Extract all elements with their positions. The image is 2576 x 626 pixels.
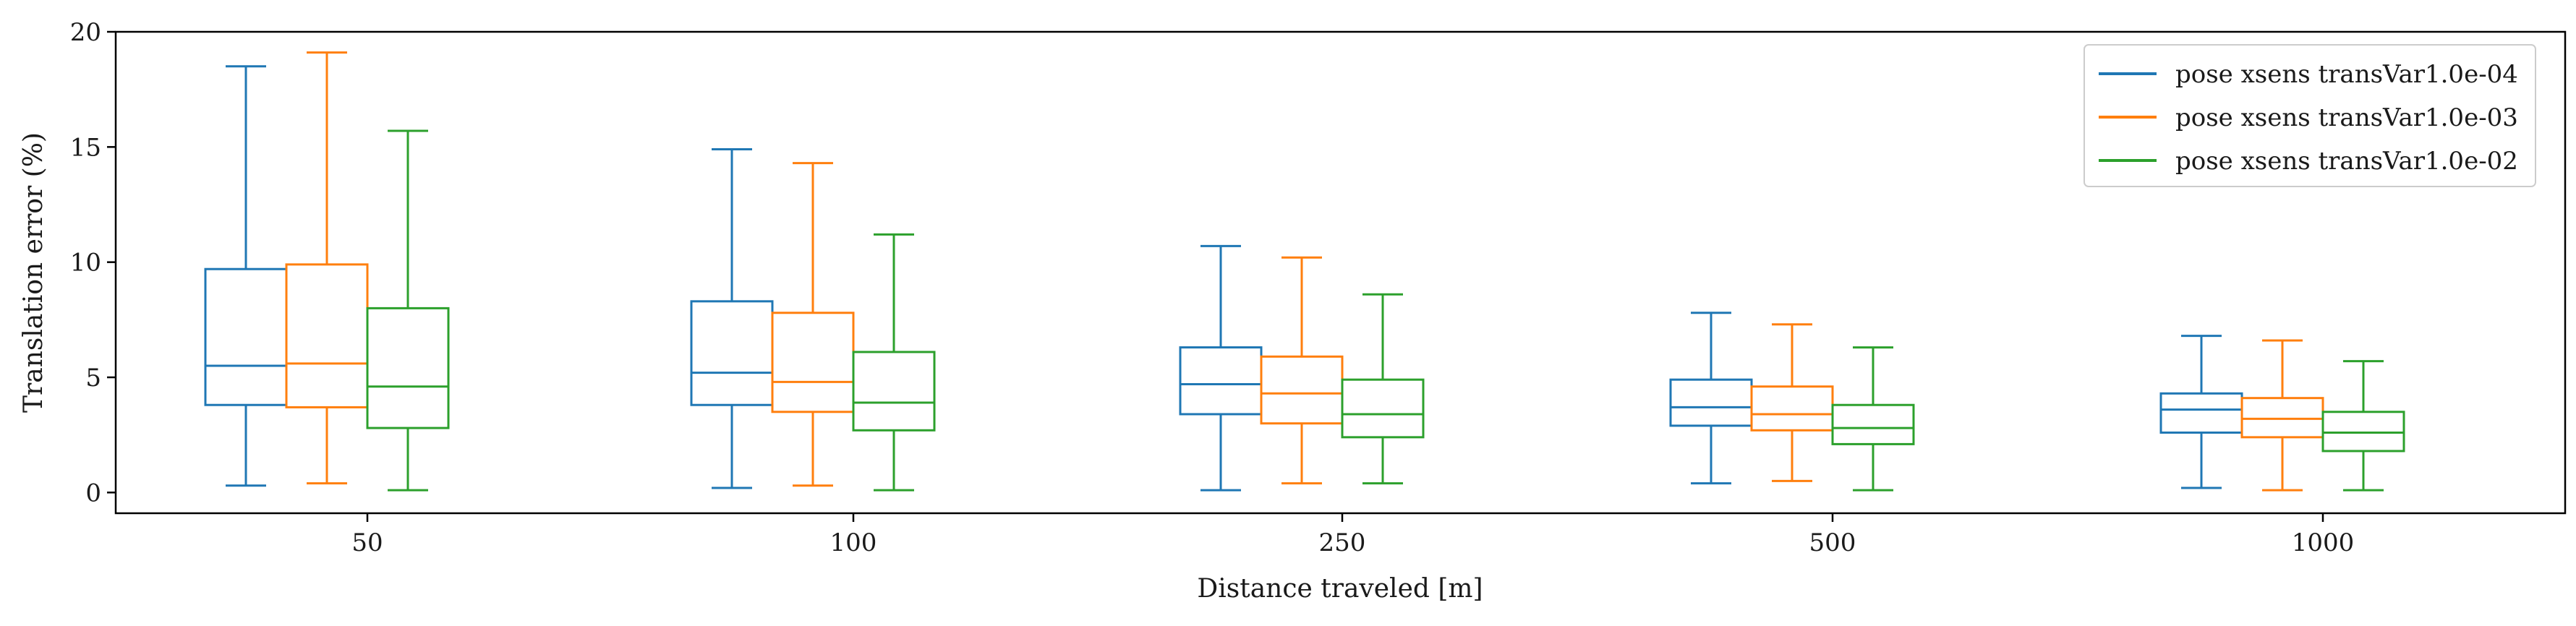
legend-label: pose xsens transVar1.0e-03 [2175, 103, 2518, 132]
box-250-series-1 [1260, 256, 1344, 485]
box-100-series-2 [852, 233, 936, 492]
legend-label: pose xsens transVar1.0e-04 [2175, 60, 2518, 89]
box-iqr [2240, 397, 2324, 439]
x-tick-label: 1000 [2292, 528, 2355, 557]
box-iqr [852, 351, 936, 432]
box-iqr [690, 300, 774, 406]
box-100-series-0 [690, 148, 774, 489]
y-tick-label: 5 [85, 364, 101, 393]
x-tick-label: 50 [351, 528, 383, 557]
box-iqr [366, 306, 450, 429]
plot-area [204, 51, 2405, 492]
x-tick-label: 500 [1809, 528, 1856, 557]
box-1000-series-2 [2321, 360, 2405, 492]
box-500-series-1 [1750, 323, 1834, 482]
x-axis: 50 100 250 500 1000 [351, 513, 2354, 557]
box-iqr [2321, 411, 2405, 453]
x-axis-label: Distance traveled [m] [1197, 574, 1483, 604]
box-50-series-0 [204, 65, 288, 487]
y-axis-label: Translation error (%) [19, 132, 48, 413]
box-iqr [1260, 355, 1344, 425]
box-iqr [1831, 403, 1915, 445]
box-100-series-1 [771, 162, 855, 487]
box-iqr [1179, 346, 1263, 416]
y-tick-label: 20 [70, 18, 101, 47]
y-tick-label: 0 [85, 479, 101, 507]
axes-frame [114, 30, 2567, 515]
legend-label: pose xsens transVar1.0e-02 [2175, 147, 2518, 176]
box-1000-series-1 [2240, 339, 2324, 492]
legend-frame [2084, 44, 2536, 187]
box-500-series-0 [1669, 312, 1753, 485]
box-500-series-2 [1831, 346, 1915, 492]
box-iqr [771, 312, 855, 413]
box-iqr [204, 267, 288, 406]
box-1000-series-0 [2159, 335, 2243, 489]
box-250-series-0 [1179, 244, 1263, 492]
box-250-series-2 [1341, 293, 1425, 485]
box-iqr [2159, 392, 2243, 434]
box-iqr [1750, 385, 1834, 432]
legend: pose xsens transVar1.0e-04 pose xsens tra… [2084, 44, 2536, 187]
y-tick-label: 10 [70, 249, 101, 278]
y-tick-label: 15 [70, 133, 101, 162]
x-tick-label: 100 [830, 528, 877, 557]
box-iqr [1669, 378, 1753, 427]
box-50-series-2 [366, 129, 450, 492]
x-tick-label: 250 [1319, 528, 1366, 557]
box-iqr [285, 263, 369, 408]
box-50-series-1 [285, 51, 369, 485]
y-axis: 0 5 10 15 20 [70, 18, 116, 507]
box-iqr [1341, 378, 1425, 439]
